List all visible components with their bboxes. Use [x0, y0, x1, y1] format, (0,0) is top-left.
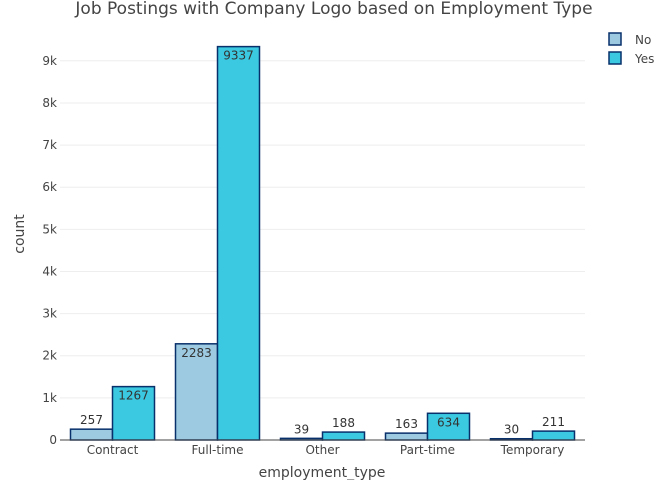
x-tick-label: Part-time	[400, 443, 455, 457]
y-tick-label: 2k	[42, 349, 57, 363]
bar-yes-temporary	[531, 430, 576, 441]
y-tick-label: 1k	[42, 391, 57, 405]
data-label: 163	[395, 417, 418, 431]
bar-no-contract	[69, 428, 114, 441]
bar-yes-part-time	[426, 412, 471, 441]
x-tick-label: Temporary	[500, 443, 565, 457]
y-axis-title: count	[12, 214, 28, 254]
bars-group	[69, 45, 576, 441]
bar-no-part-time	[384, 432, 429, 441]
y-tick-labels: 0 1k 2k 3k 4k 5k 6k 7k 8k 9k	[42, 54, 57, 447]
x-tick-label: Other	[305, 443, 339, 457]
y-tick-label: 4k	[42, 264, 57, 278]
legend-label-no[interactable]: No	[635, 33, 651, 47]
bar-yes-full-time	[216, 45, 261, 441]
bar-yes-other	[321, 431, 366, 441]
data-label: 634	[437, 415, 460, 429]
chart-title: Job Postings with Company Logo based on …	[74, 0, 592, 19]
y-tick-label: 6k	[42, 180, 57, 194]
data-label: 9337	[223, 49, 254, 63]
data-label: 257	[80, 413, 103, 427]
data-label: 30	[504, 423, 519, 437]
legend-swatch-no[interactable]	[608, 32, 622, 46]
data-label: 211	[542, 415, 565, 429]
bar-yes-contract	[111, 385, 156, 441]
y-tick-label: 8k	[42, 96, 57, 110]
data-labels: 257 1267 2283 9337 39 188 163 634 30 211	[80, 49, 565, 437]
x-tick-label: Full-time	[192, 443, 244, 457]
data-label: 188	[332, 416, 355, 430]
data-label: 1267	[118, 389, 149, 403]
y-tick-label: 9k	[42, 54, 57, 68]
x-tick-label: Contract	[87, 443, 139, 457]
data-label: 39	[294, 422, 309, 436]
y-tick-label: 7k	[42, 138, 57, 152]
y-tick-label: 5k	[42, 222, 57, 236]
legend-label-yes[interactable]: Yes	[634, 52, 654, 66]
data-label: 2283	[181, 346, 212, 360]
legend-swatch-yes[interactable]	[608, 51, 622, 65]
x-tick-labels: Contract Full-time Other Part-time Temporary	[87, 443, 565, 457]
y-tick-label: 0	[49, 433, 57, 447]
y-tick-label: 3k	[42, 307, 57, 321]
gridlines	[60, 60, 585, 399]
x-axis-title: employment_type	[259, 465, 386, 480]
legend: No Yes	[608, 32, 654, 66]
